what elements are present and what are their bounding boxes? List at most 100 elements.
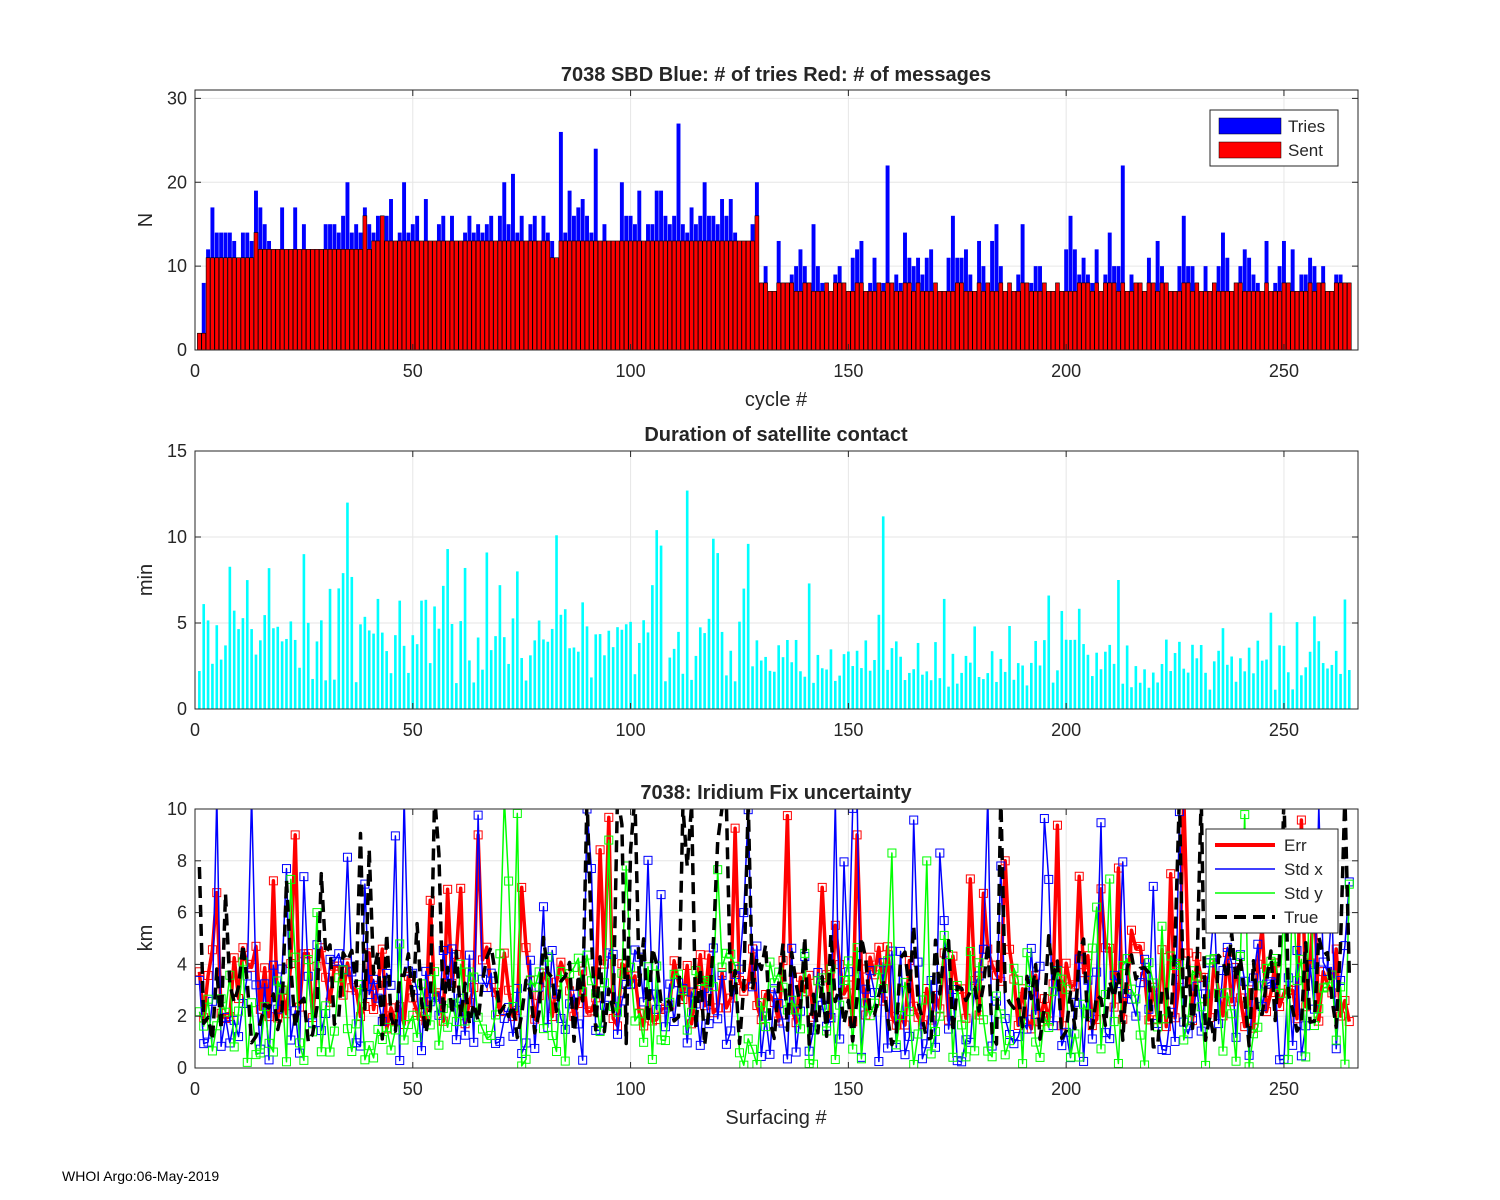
bar-duration [720,631,724,709]
bar-duration [1086,654,1090,709]
series-stdx-marker [299,872,309,882]
bar-sent [941,290,947,351]
bar-duration [1300,675,1303,709]
bar-sent [236,257,241,351]
bar-sent [205,257,211,351]
bar-duration [267,568,271,709]
series-stdy-marker [639,1037,649,1047]
bar-duration [982,679,985,709]
bar-sent [776,282,781,351]
bar-sent [623,240,629,351]
bar-sent [589,240,594,351]
bar-duration [925,671,929,709]
series-stdy-marker [591,989,601,999]
bar-sent [397,240,402,351]
bar-sent [593,240,598,351]
bar-sent [358,249,363,351]
bar-duration [520,658,523,709]
bar-sent [231,257,237,351]
bar-duration [202,604,206,709]
bar-duration [1330,664,1334,709]
bar-sent [1129,290,1134,351]
bar-sent [1151,282,1156,351]
bars [198,490,1351,709]
series-stdx-marker [1214,1019,1224,1029]
duration-chart: 0 50 100 150 200 250 0 5 10 15 Duration of satell… [135,424,1359,740]
x-tick-label: 250 [1269,361,1299,381]
series-stdx-marker [460,1030,470,1040]
bar-sent [284,249,289,351]
bar-sent [1050,290,1056,351]
bar-duration [738,621,741,709]
series-stdy-marker [1227,1009,1237,1019]
bar-duration [237,629,240,709]
bar-sent [562,240,568,351]
series-stdx-marker [1013,1032,1023,1042]
series-stdx-marker [390,831,400,841]
series-err-marker [917,1020,927,1030]
series-stdx-marker [569,989,579,999]
bar-sent [375,240,381,351]
bar-duration [1095,652,1098,709]
series-stdx-marker [430,992,440,1002]
series-stdy-marker [451,1017,461,1027]
bar-sent [1294,290,1300,351]
bar-duration [955,683,959,709]
series-stdx-marker [848,809,858,813]
series-stdy-marker [1292,976,1302,986]
series-stdy-marker [1179,1035,1189,1045]
bar-duration [1178,641,1181,709]
bar-sent [1011,290,1017,351]
bar-sent [833,282,838,351]
bar-sent [658,240,664,351]
bar-sent [972,290,977,351]
series-stdx-marker [782,1054,792,1064]
bar-duration [799,671,802,709]
series-stdy-marker [961,1052,971,1062]
bar-sent [1133,282,1139,351]
bar-sent [737,240,742,351]
series-stdy-marker [682,1025,692,1035]
bar-duration [1317,641,1321,709]
bar-duration [672,648,676,709]
bar-duration [511,618,515,709]
series-stdx-marker [1148,881,1158,891]
series-err-marker [264,1012,274,1022]
y-tick-label: 0 [177,699,187,719]
series-stdx-marker [451,1035,461,1045]
bar-sent [828,290,834,351]
series-stdx-marker [216,1041,226,1051]
bar-sent [606,240,612,351]
series-stdy-marker [909,1059,919,1068]
bar-duration [328,588,332,709]
series-stdy-marker [848,1044,858,1054]
series-stdx-marker [1292,946,1302,956]
x-tick-label: 100 [616,361,646,381]
series-stdx-marker [525,955,535,965]
bar-duration [420,600,423,709]
series-err-marker [721,1003,731,1013]
bar-duration [1308,651,1312,709]
series-stdy-marker [643,962,653,972]
y-axis-label: km [135,925,157,952]
bar-duration [960,672,963,709]
bar-duration [668,657,672,709]
bar-sent [292,249,298,351]
series-stdy-marker [904,1006,914,1016]
series-stdx-marker [765,1049,775,1059]
bar-duration [455,683,458,709]
bar-duration [1313,616,1316,709]
x-tick-label: 200 [1051,720,1081,740]
bar-sent [262,249,267,351]
series-stdy-marker [1048,986,1058,996]
series-err-marker [521,943,531,953]
bar-sent [724,240,729,351]
bar-duration [677,631,680,709]
series-err-marker [1052,820,1062,830]
bar-sent [1015,290,1021,351]
series-stdy-marker [1135,1030,1145,1040]
bar-sent [1299,290,1304,351]
series-stdx-marker [652,1004,662,1014]
bar-duration [1191,644,1194,709]
bar-sent [549,257,555,351]
